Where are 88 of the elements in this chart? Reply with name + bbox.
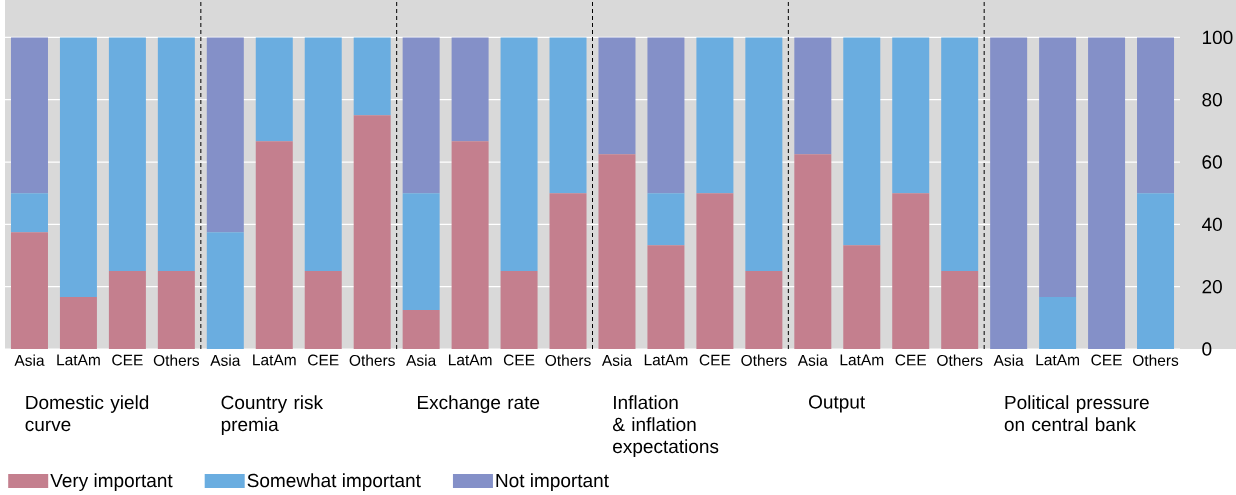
x-tick-label: LatAm [644, 354, 688, 366]
text: Political pressure on central bank [1004, 395, 1149, 432]
bar [10, 232, 48, 349]
x-tick-label: LatAm [448, 354, 492, 366]
legend-label: Somewhat important [247, 473, 421, 491]
bar [696, 193, 734, 349]
bar [647, 37, 685, 194]
bar [941, 37, 979, 272]
bar [108, 37, 146, 272]
x-tick-label: CEE [699, 354, 731, 366]
bar [843, 245, 881, 349]
bar [1088, 37, 1126, 349]
x-tick-label: CEE [112, 354, 143, 366]
bar [647, 245, 685, 349]
bar [108, 271, 146, 349]
bar [549, 193, 587, 349]
x-tick-label: LatAm [840, 354, 884, 366]
x-tick-label: Others [741, 354, 787, 366]
x-tick-label: Others [937, 354, 983, 366]
bar [745, 271, 783, 349]
x-tick-label: Others [153, 354, 200, 366]
bar [255, 37, 293, 142]
bar [1039, 296, 1077, 349]
bar [696, 37, 734, 194]
bar [157, 37, 195, 272]
y-tick-label: 60 [1202, 155, 1222, 169]
bar [745, 37, 783, 272]
bar [794, 154, 832, 349]
x-tick-label: LatAm [57, 354, 100, 366]
bar [304, 37, 342, 272]
bar [794, 37, 832, 155]
text: Output [809, 395, 866, 413]
bar [843, 37, 881, 246]
bar [1137, 193, 1175, 349]
bar [1039, 37, 1077, 297]
bar [598, 154, 636, 349]
bar [59, 37, 97, 297]
bar [10, 37, 48, 194]
text: Domestic yield curve [25, 395, 149, 432]
bar [206, 37, 244, 233]
bar [990, 37, 1028, 349]
x-tick-label: CEE [1091, 354, 1122, 366]
bar [549, 37, 587, 194]
x-tick-label: Others [545, 354, 591, 366]
y-tick-label: 80 [1202, 92, 1222, 107]
bar [500, 37, 538, 272]
bar [647, 193, 685, 246]
text: Country risk premia [221, 395, 324, 435]
bar [255, 141, 293, 349]
bar [598, 37, 636, 155]
bar [500, 271, 538, 349]
y-tick-label: 0 [1202, 342, 1212, 356]
x-tick-label: Asia [797, 354, 828, 366]
bar [402, 37, 440, 194]
x-tick-label: CEE [503, 354, 535, 366]
x-tick-label: Asia [210, 354, 241, 366]
bar [206, 232, 244, 349]
bar [304, 271, 342, 349]
x-tick-label: LatAm [253, 354, 296, 366]
bar [451, 141, 489, 349]
y-tick-label: 100 [1202, 30, 1233, 45]
bar [941, 271, 979, 349]
bar [1137, 37, 1175, 194]
y-tick-label: 20 [1202, 279, 1222, 294]
x-tick-label: LatAm [1036, 354, 1079, 366]
text: Exchange rate [418, 395, 540, 413]
x-tick-label: Others [1133, 354, 1179, 366]
bar [402, 193, 440, 311]
legend-label: Not important [496, 473, 609, 491]
y-tick-label: 40 [1201, 217, 1222, 232]
x-tick-label: Others [349, 354, 395, 366]
bar [892, 193, 930, 349]
bar [10, 193, 48, 233]
bar [157, 271, 195, 349]
x-tick-label: CEE [308, 354, 339, 366]
x-tick-label: Asia [993, 354, 1024, 366]
text: Inflation & inflation expectations [612, 395, 719, 457]
bar [892, 37, 930, 194]
x-tick-label: Asia [14, 354, 45, 366]
bar [402, 310, 440, 349]
x-tick-label: Asia [406, 354, 437, 366]
x-tick-label: CEE [895, 354, 926, 366]
legend-label: Very important [50, 473, 173, 491]
bar [353, 37, 391, 116]
bar [451, 37, 489, 142]
x-tick-label: Asia [601, 354, 633, 366]
bar [353, 115, 391, 349]
bar [59, 296, 97, 349]
